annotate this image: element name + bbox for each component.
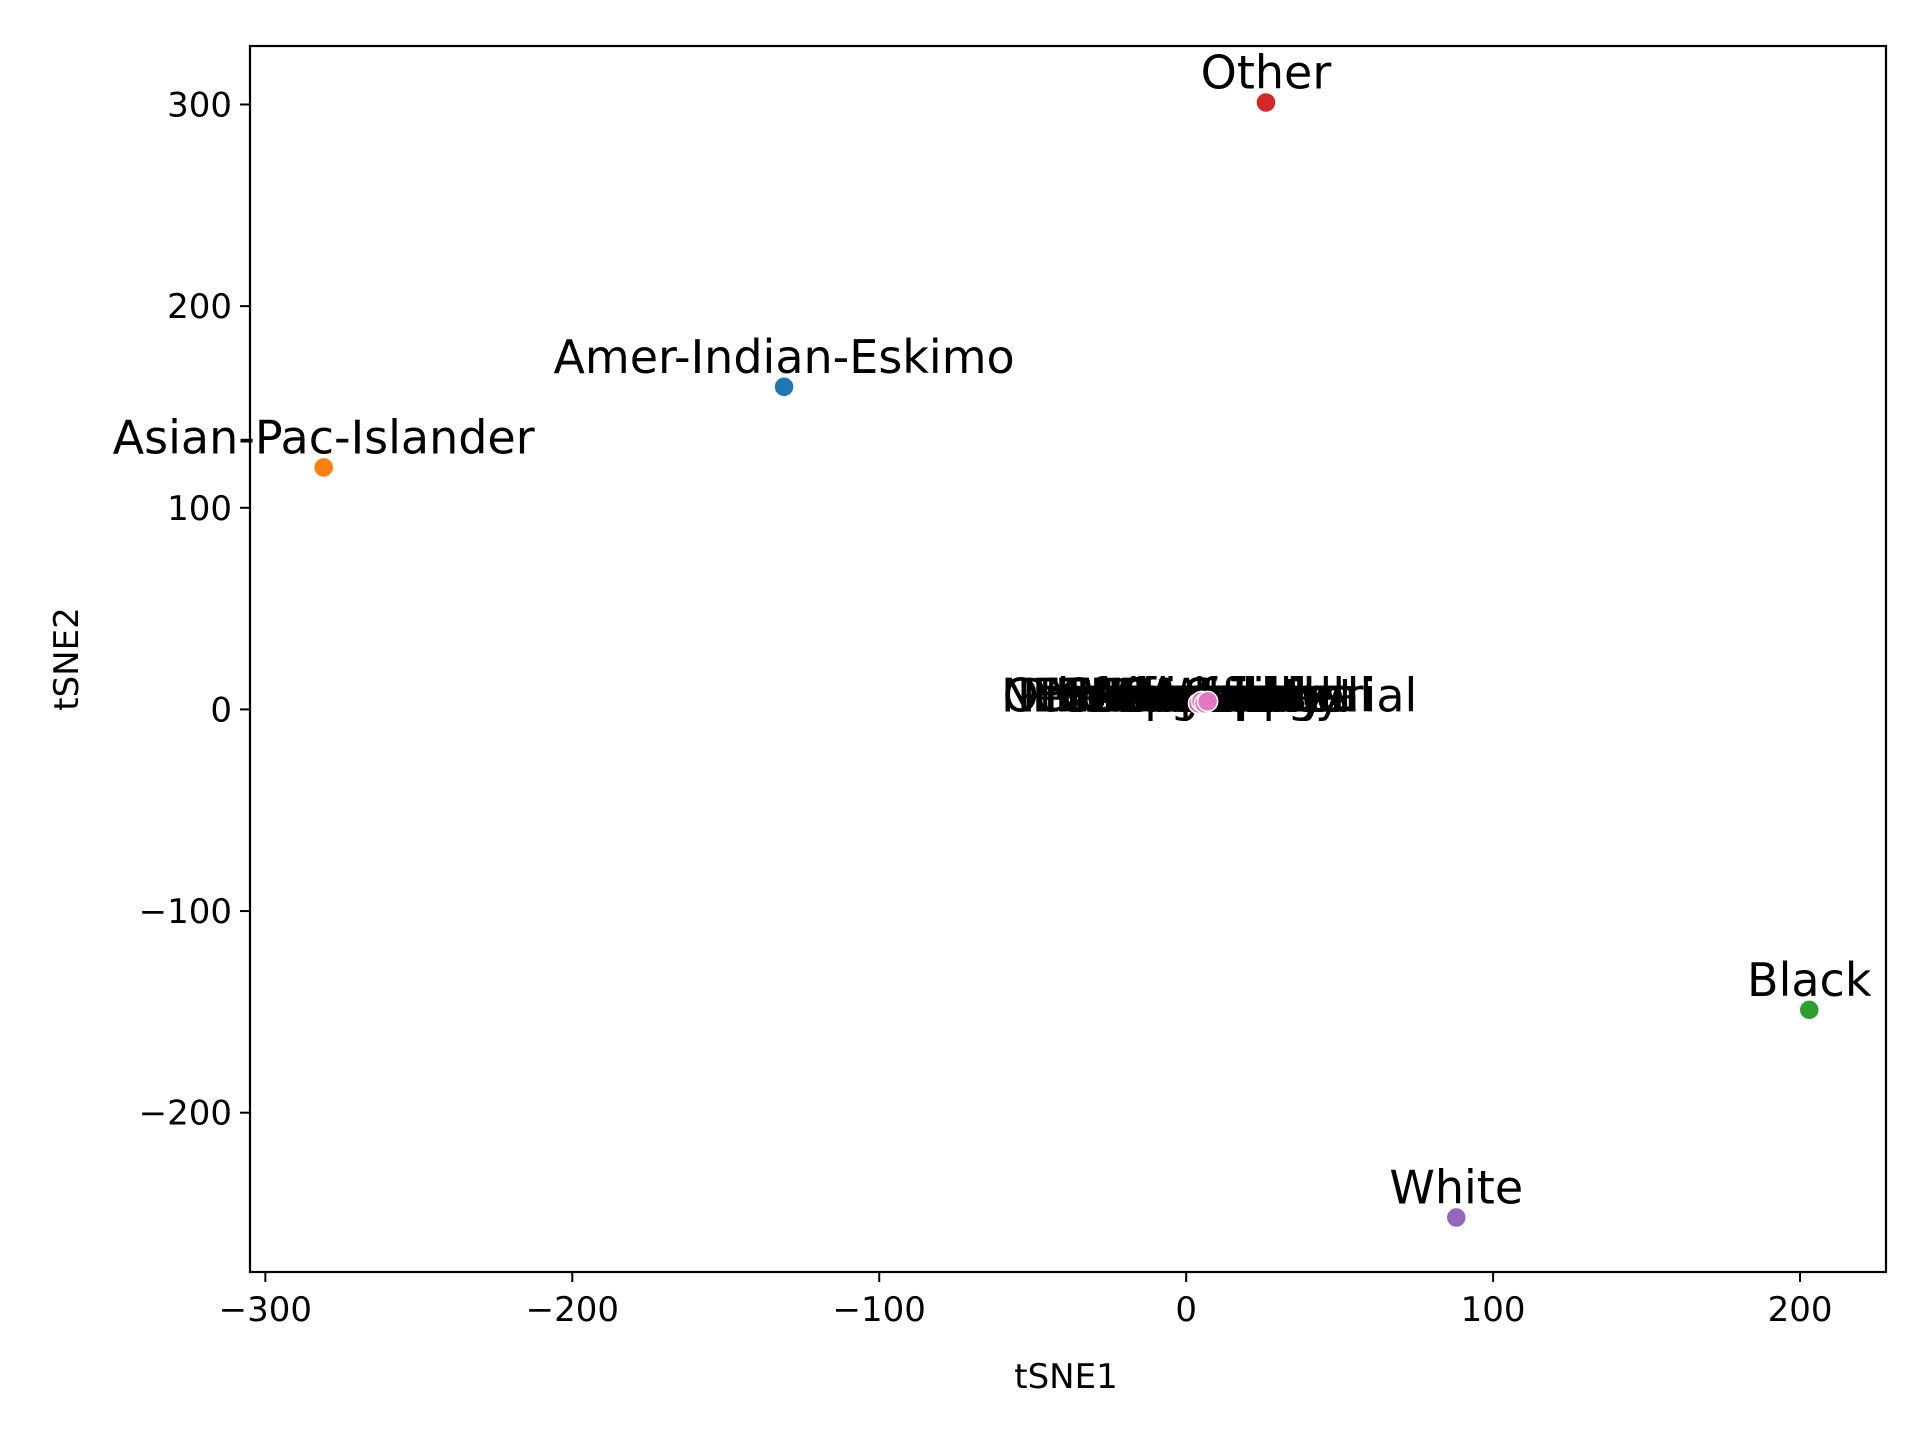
overlap-label-fragment: Bachelors [1122,668,1348,722]
x-axis: −300 −200 −100 0 100 200 [219,1272,1833,1330]
overlapping-labels-cluster: HusbandNot-in-familyOwn-childUnmarriedWi… [1001,668,1417,722]
y-tick-label: −100 [139,892,232,932]
overlap-label-fragment: Other-relative [1003,668,1321,722]
data-point [1445,1206,1468,1229]
cluster-point [1196,690,1219,713]
y-tick-label: 200 [167,287,232,327]
overlap-label-fragment: HS-grad [1090,668,1276,722]
x-tick-label: 0 [1175,1290,1197,1330]
data-point [1798,999,1821,1021]
point-labels-layer: Amer-Indian-Eskimo Asian-Pac-Islander Blac… [113,45,1872,1214]
data-point-label: Asian-Pac-Islander [113,410,535,464]
overlap-label-fragment: Exec-managerial [1032,668,1418,722]
x-tick-label: 100 [1461,1290,1526,1330]
y-tick-label: 100 [167,489,232,529]
data-point-label: Black [1747,953,1872,1007]
y-axis: −200 −100 0 100 200 300 [139,85,250,1134]
data-point-label: Other [1201,45,1332,99]
y-tick-label: 300 [167,85,232,125]
x-tick-label: 200 [1768,1290,1833,1330]
y-tick-label: −200 [139,1094,232,1134]
plot-area [250,46,1886,1272]
overlap-label-fragment: Own-child [1116,668,1345,722]
overlap-label-fragment: Never-married [1001,668,1332,722]
plot-frame [248,44,1888,1274]
overlap-label-fragment: Prof-specialty [1017,668,1326,722]
data-point [312,456,335,479]
data-point-label: Amer-Indian-Eskimo [553,330,1014,384]
data-point-label: White [1389,1161,1523,1215]
overlap-label-fragment: Married [1132,668,1307,722]
points-layer [312,91,1821,1229]
data-point [1255,91,1277,114]
overlap-label-fragment: Unmarried [1056,668,1299,722]
overlap-label-fragment: Husband [1055,668,1258,722]
overlap-label-fragment: Widowed [1083,668,1293,722]
x-tick-label: −300 [219,1290,312,1330]
y-tick-label: 0 [210,690,232,730]
overlap-label-fragment: Adm-clerical [1087,668,1373,722]
overlap-label-fragment: Separated [1122,668,1360,722]
data-point [773,376,795,398]
x-axis-label: tSNE1 [1014,1357,1117,1397]
x-tick-label: −200 [526,1290,619,1330]
y-axis-label: tSNE2 [47,607,87,710]
x-tick-label: −100 [833,1290,926,1330]
